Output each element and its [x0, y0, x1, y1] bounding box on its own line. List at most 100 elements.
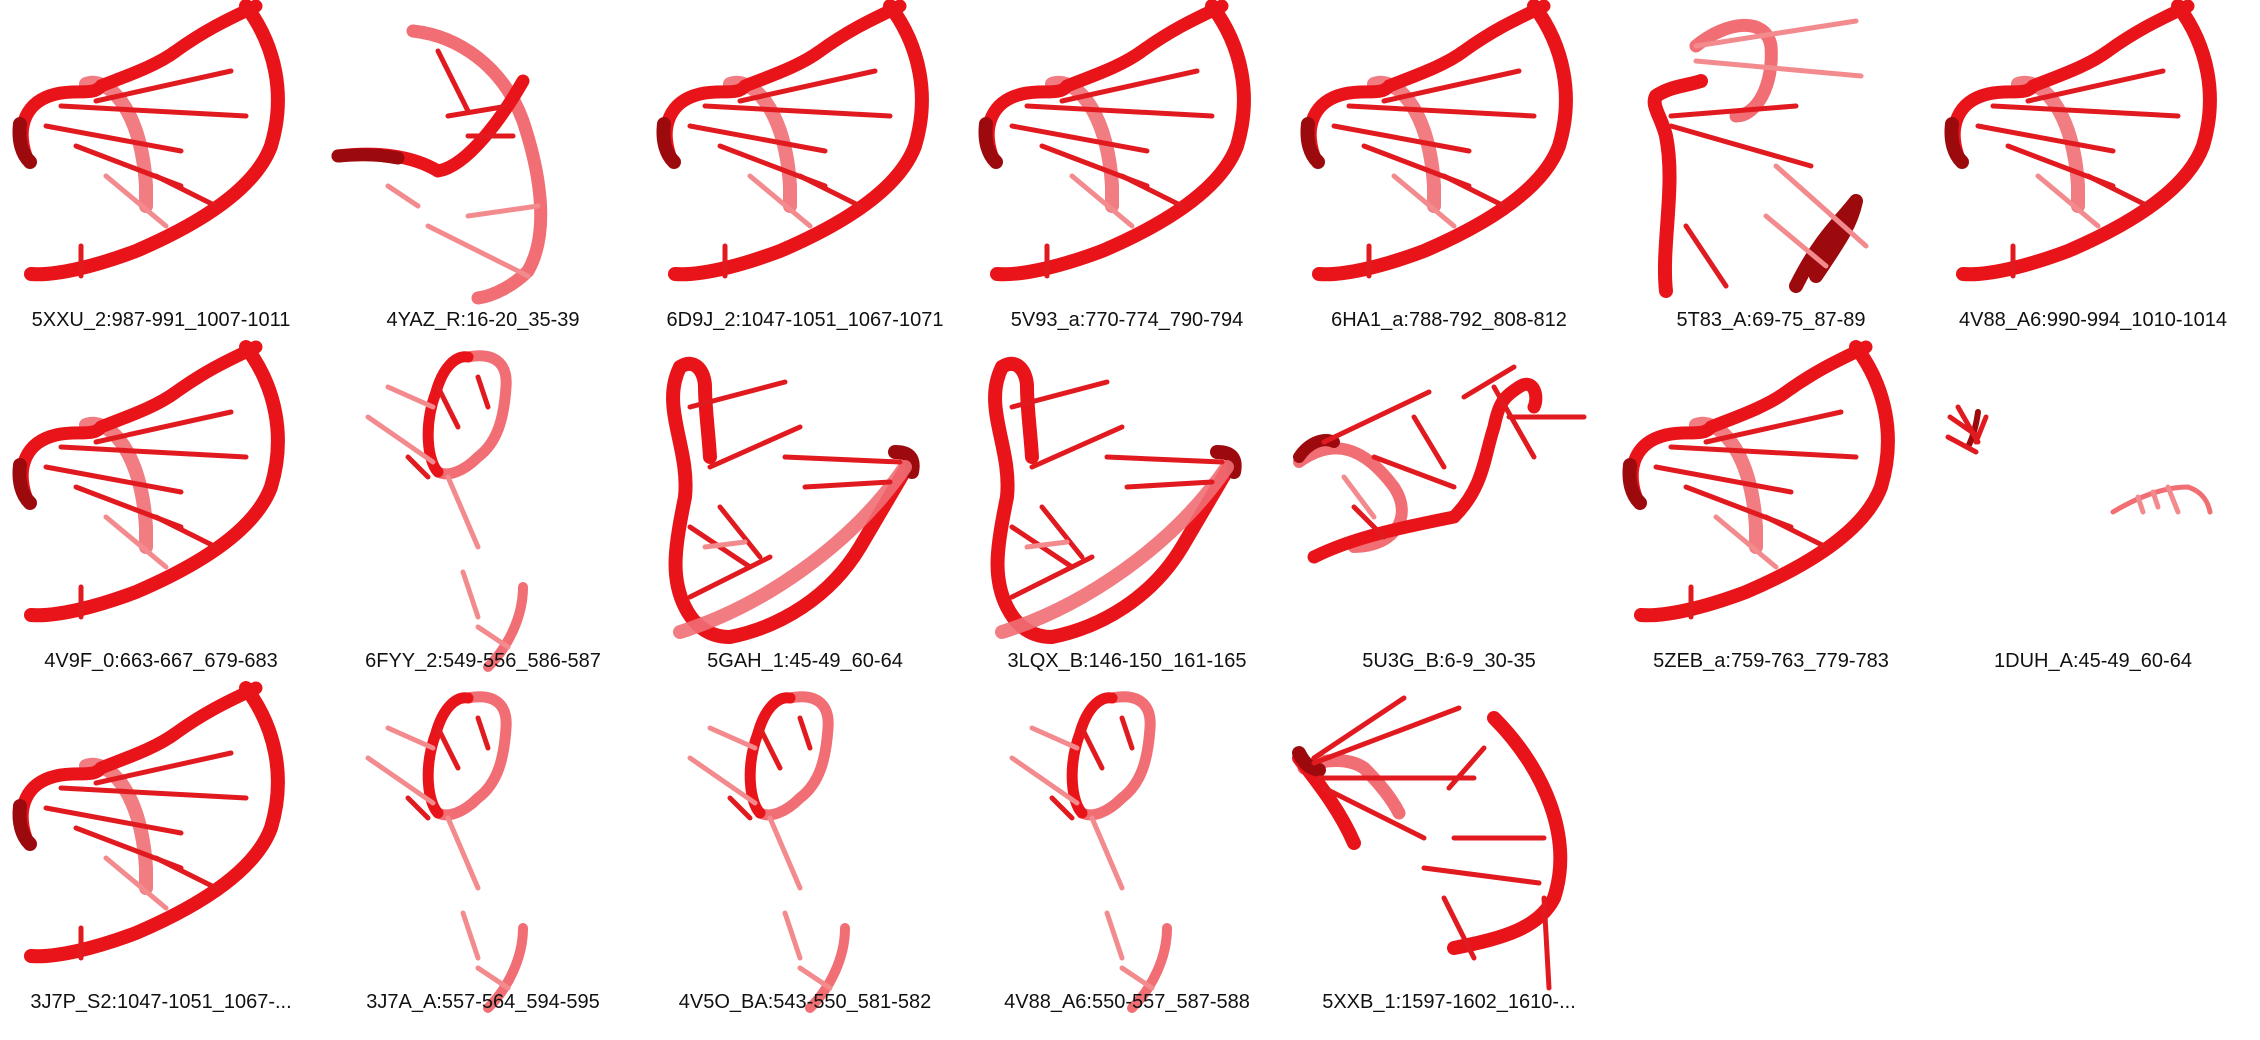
structure-tile: 5GAH_1:45-49_60-64 — [644, 341, 966, 681]
base-pair-rung — [737, 68, 878, 104]
structure-label: 4YAZ_R:16-20_35-39 — [386, 309, 580, 331]
structure-label: 5U3G_B:6-9_30-35 — [1362, 650, 1536, 672]
base-pair-rung — [707, 725, 758, 751]
backbone-loop-front — [422, 692, 474, 819]
base-pair-rung — [2025, 68, 2166, 104]
base-pair-rung — [702, 103, 893, 119]
base-pair-rung — [385, 183, 421, 209]
backbone-shadow — [1210, 445, 1242, 479]
structure-tile: 3J7A_A:557-564_594-595 — [322, 682, 644, 1022]
base-pair-rung — [405, 795, 431, 821]
base-pair-rung — [1311, 695, 1407, 761]
base-pair-rung — [153, 855, 219, 891]
base-pair-rung — [365, 755, 436, 806]
base-pair-rung — [435, 725, 461, 771]
base-pair-rung — [2165, 484, 2181, 515]
base-pair-rung — [1391, 173, 1457, 229]
base-pair-rung — [1973, 414, 1989, 445]
base-pair-rung — [687, 755, 758, 806]
base-pair-rung — [1049, 795, 1075, 821]
base-pair-rung — [365, 414, 436, 465]
backbone-strand-lower — [24, 681, 285, 964]
rna-structure-image — [1292, 695, 1568, 991]
structure-label: 6FYY_2:549-556_586-587 — [365, 650, 601, 672]
base-pair-rung — [1990, 103, 2181, 119]
base-pair-rung — [1321, 785, 1427, 841]
base-pair-rung — [1693, 18, 1859, 49]
base-pair-rung — [475, 624, 511, 650]
backbone-shadow — [1300, 117, 1325, 169]
base-pair-rung — [1341, 474, 1377, 520]
base-pair-rung — [153, 514, 219, 550]
rna-structure-image — [1622, 340, 1895, 623]
base-pair-rung — [1119, 173, 1185, 209]
base-pair-rung — [445, 103, 511, 119]
backbone-strand-lower — [990, 0, 1251, 282]
rna-structure-image — [12, 0, 285, 282]
structure-tile: 6FYY_2:549-556_586-587 — [322, 341, 644, 681]
base-pair-rung — [1029, 424, 1125, 470]
base-pair-rung — [1009, 123, 1150, 154]
base-pair-rung — [475, 374, 491, 410]
backbone-tail — [805, 923, 850, 1013]
rna-structure-image — [988, 356, 1242, 644]
base-pair-rung — [797, 715, 813, 751]
structure-tile: 5XXB_1:1597-1602_1610-... — [1288, 682, 1610, 1022]
base-pair-rung — [460, 569, 481, 620]
base-pair-rung — [1311, 705, 1462, 766]
base-pair-rung — [1975, 123, 2116, 154]
base-pair-rung — [1763, 514, 1829, 550]
structure-tile: 4V9F_0:663-667_679-683 — [0, 340, 322, 681]
backbone-strand-lower — [24, 0, 285, 282]
base-pair-rung — [1059, 68, 1200, 104]
base-pair-rung — [1321, 389, 1432, 445]
structure-label: 5V93_a:770-774_790-794 — [1010, 309, 1244, 331]
backbone-strand-top — [995, 356, 1039, 464]
base-pair-rung — [1955, 404, 1981, 445]
structure-label: 5ZEB_a:759-763_779-783 — [1653, 650, 1889, 672]
structure-label: 5GAH_1:45-49_60-64 — [707, 650, 903, 672]
base-pair-rung — [103, 514, 169, 570]
base-pair-rung — [58, 444, 249, 460]
base-pair-rung — [1703, 409, 1844, 445]
base-pair-rung — [702, 539, 748, 550]
base-pair-rung — [1541, 895, 1552, 991]
base-pair-rung — [58, 103, 249, 119]
base-pair-rung — [475, 965, 511, 991]
structure-tile: 1DUH_A:45-49_60-64 — [1932, 341, 2254, 681]
rna-structure-image — [1944, 0, 2217, 282]
base-pair-rung — [1009, 379, 1110, 410]
structure-tile: 6HA1_a:788-792_808-812 — [1288, 0, 1610, 340]
base-pair-rung — [687, 379, 788, 410]
backbone-strand-upper — [15, 681, 263, 845]
backbone-strand-left — [1647, 74, 1708, 298]
base-pair-rung — [1693, 58, 1864, 79]
rna-structure-image — [12, 681, 285, 964]
base-pair-rung — [93, 68, 234, 104]
backbone-strand-lower — [1956, 0, 2217, 282]
backbone-shadow — [12, 117, 37, 169]
structure-tile: 3J7P_S2:1047-1051_1067-... — [0, 681, 322, 1022]
base-pair-rung — [1104, 454, 1225, 465]
base-pair-rung — [1089, 815, 1125, 891]
base-pair-rung — [1009, 554, 1095, 600]
rna-structure-image — [1945, 404, 2213, 515]
structure-tile: 5ZEB_a:759-763_779-783 — [1610, 340, 1932, 681]
base-pair-rung — [1024, 103, 1215, 119]
base-pair-rung — [1491, 384, 1537, 460]
rna-structure-image — [687, 691, 850, 1013]
rna-structure-image — [656, 0, 929, 282]
backbone-back-strand — [406, 24, 548, 305]
structure-label: 3LQX_B:146-150_161-165 — [1007, 650, 1247, 672]
base-pair-rung — [58, 785, 249, 801]
structure-tile: 4V88_A6:990-994_1010-1014 — [1932, 0, 2254, 340]
base-pair-rung — [1371, 454, 1457, 490]
structure-label: 3J7A_A:557-564_594-595 — [366, 991, 600, 1013]
structure-label: 4V9F_0:663-667_679-683 — [44, 650, 278, 672]
base-pair-rung — [1773, 163, 1869, 249]
base-pair-rung — [1668, 123, 1814, 169]
base-pair-rung — [2035, 173, 2101, 229]
backbone-fragment-2 — [2110, 484, 2213, 515]
structure-tile: 5V93_a:770-774_790-794 — [966, 0, 1288, 340]
